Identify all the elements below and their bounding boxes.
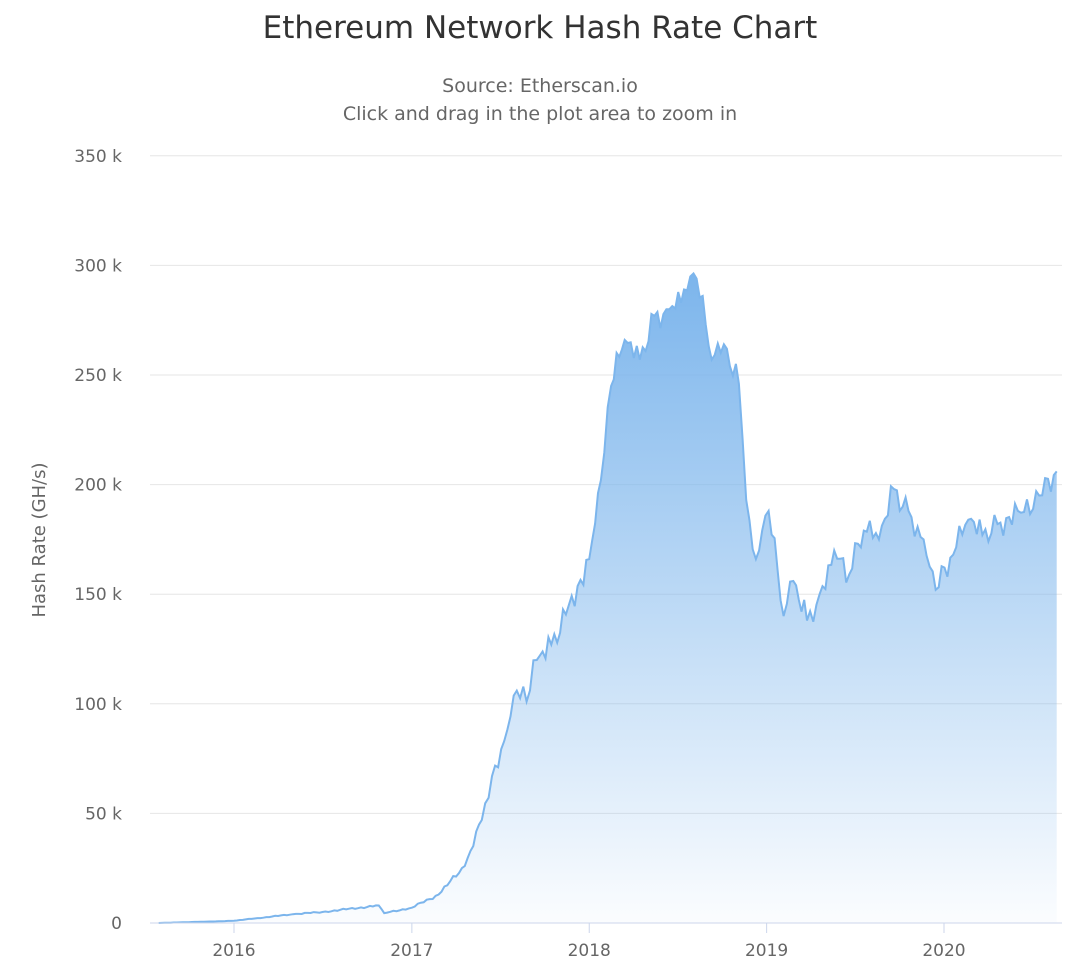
- x-tick-label: 2020: [922, 941, 965, 961]
- subtitle-source: Source: Etherscan.io: [442, 75, 638, 97]
- y-tick-label: 300 k: [74, 256, 122, 276]
- y-axis-labels: 0 50 k 100 k 150 k 200 k 250 k 300 k 350 k: [74, 147, 122, 934]
- x-tick-label: 2019: [745, 941, 788, 961]
- subtitle-hint: Click and drag in the plot area to zoom …: [342, 103, 738, 125]
- y-tick-label: 200 k: [74, 476, 122, 496]
- x-tick-label: 2017: [390, 941, 433, 961]
- hash-rate-line[interactable]: [158, 271, 1058, 924]
- chart-title: Ethereum Network Hash Rate Chart: [262, 10, 818, 46]
- y-tick-label: 350 k: [74, 147, 122, 167]
- x-axis-ticks: 2016 2017 2018 2019 2020: [212, 923, 966, 961]
- y-tick-label: 0: [111, 914, 122, 934]
- x-tick-label: 2018: [568, 941, 611, 961]
- y-tick-label: 50 k: [85, 804, 122, 824]
- y-tick-label: 250 k: [74, 366, 122, 386]
- y-tick-label: 150 k: [74, 585, 122, 605]
- hash-rate-area[interactable]: [158, 273, 1057, 924]
- x-tick-label: 2016: [212, 941, 255, 961]
- chart-subtitle: Source: Etherscan.io Click and drag in t…: [0, 72, 1080, 128]
- y-tick-label: 100 k: [74, 695, 122, 715]
- y-axis-title: Hash Rate (GH/s): [29, 462, 50, 617]
